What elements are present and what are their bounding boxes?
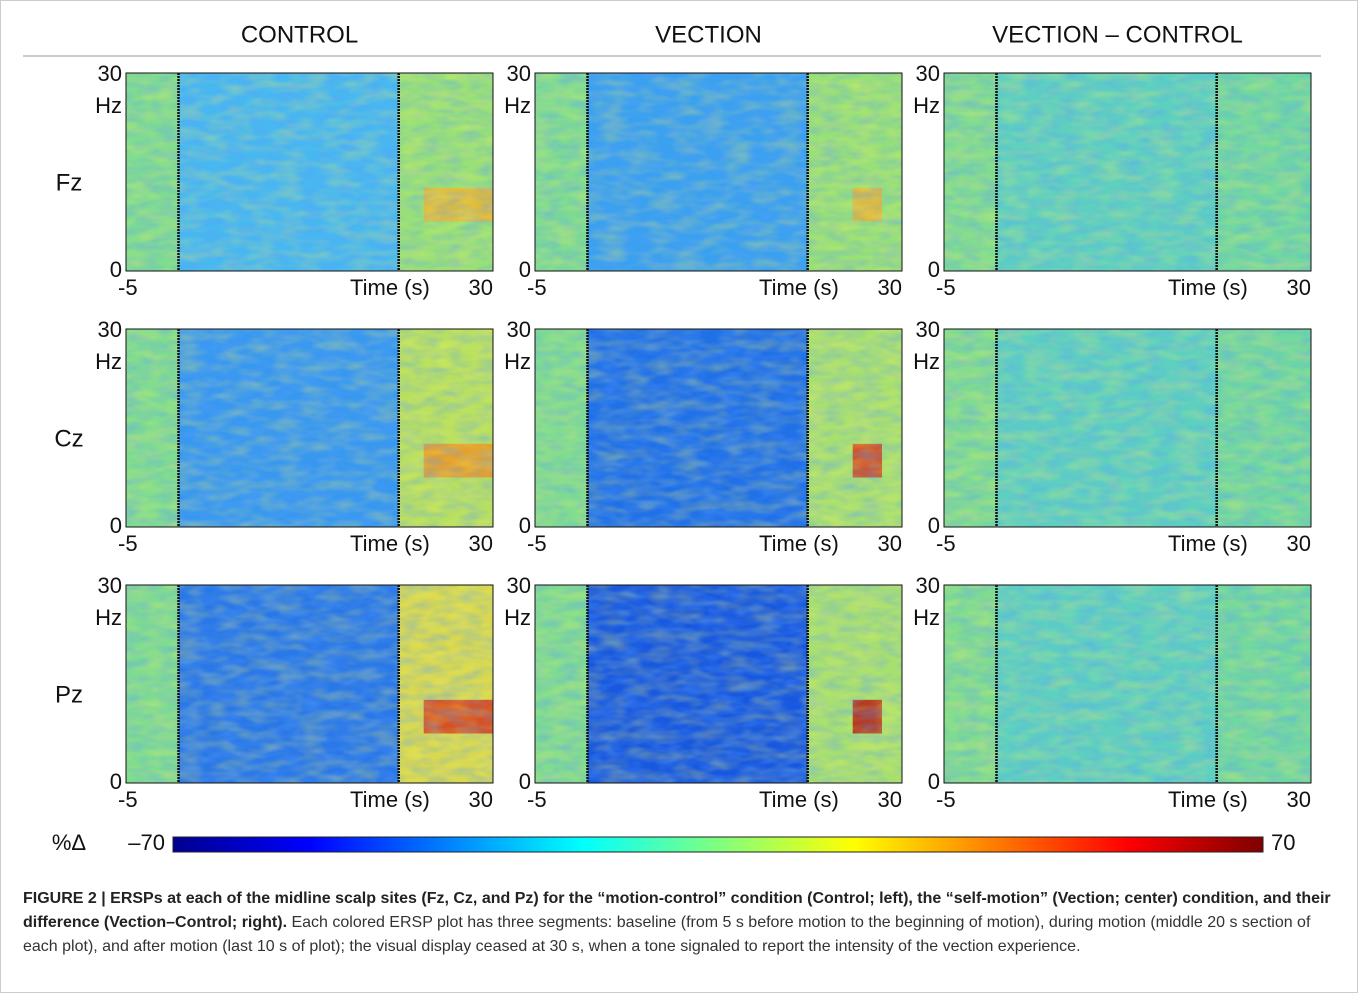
noise-texture [535, 73, 902, 271]
y-tick-label: 30 [916, 61, 940, 86]
column-title: VECTION – CONTROL [992, 21, 1243, 48]
x-tick-label: -5 [118, 787, 138, 812]
x-tick-label: 30 [469, 275, 493, 300]
colorbar-min: –70 [128, 830, 165, 855]
x-tick-label: -5 [527, 531, 547, 556]
caption: FIGURE 2 | ERSPs at each of the midline … [23, 887, 1335, 959]
y-unit: Hz [913, 349, 940, 374]
colorbar-label: %Δ [52, 830, 87, 855]
noise-texture [126, 329, 493, 527]
y-unit: Hz [95, 605, 122, 630]
row-label: Pz [55, 681, 83, 708]
x-axis-label: Time (s) [350, 531, 430, 556]
y-unit: Hz [504, 349, 531, 374]
noise-texture [944, 585, 1311, 783]
y-tick-label: 30 [98, 61, 122, 86]
x-tick-label: -5 [936, 275, 956, 300]
row-label: Cz [54, 425, 83, 452]
x-tick-label: -5 [936, 531, 956, 556]
y-tick-label: 30 [507, 61, 531, 86]
x-tick-label: 30 [878, 787, 902, 812]
noise-texture [126, 585, 493, 783]
x-tick-label: -5 [527, 787, 547, 812]
column-title: VECTION [655, 21, 762, 48]
figure-frame: %Δ –70 70 CONTROL30Hz0-5Time (s)30Fz30Hz… [0, 0, 1358, 993]
y-unit: Hz [504, 605, 531, 630]
y-unit: Hz [95, 349, 122, 374]
y-tick-label: 30 [916, 317, 940, 342]
x-tick-label: -5 [118, 275, 138, 300]
y-unit: Hz [913, 93, 940, 118]
y-unit: Hz [913, 605, 940, 630]
y-tick-label: 30 [507, 317, 531, 342]
x-tick-label: -5 [936, 787, 956, 812]
y-tick-label: 30 [507, 573, 531, 598]
y-tick-label: 30 [916, 573, 940, 598]
x-axis-label: Time (s) [350, 787, 430, 812]
x-tick-label: 30 [878, 531, 902, 556]
x-tick-label: 30 [1287, 531, 1311, 556]
y-unit: Hz [504, 93, 531, 118]
x-axis-label: Time (s) [1168, 531, 1248, 556]
x-axis-label: Time (s) [759, 275, 839, 300]
row-label: Fz [56, 169, 83, 196]
noise-texture [944, 73, 1311, 271]
column-title: CONTROL [241, 21, 358, 48]
x-axis-label: Time (s) [759, 531, 839, 556]
noise-texture [535, 585, 902, 783]
x-axis-label: Time (s) [759, 787, 839, 812]
x-axis-label: Time (s) [1168, 787, 1248, 812]
x-axis-label: Time (s) [350, 275, 430, 300]
y-unit: Hz [95, 93, 122, 118]
x-tick-label: 30 [1287, 275, 1311, 300]
noise-texture [126, 73, 493, 271]
x-axis-label: Time (s) [1168, 275, 1248, 300]
y-tick-label: 30 [98, 573, 122, 598]
x-tick-label: 30 [469, 787, 493, 812]
x-tick-label: 30 [878, 275, 902, 300]
x-tick-label: -5 [527, 275, 547, 300]
x-tick-label: -5 [118, 531, 138, 556]
noise-texture [535, 329, 902, 527]
colorbar [173, 837, 1263, 852]
x-tick-label: 30 [1287, 787, 1311, 812]
noise-texture [944, 329, 1311, 527]
y-tick-label: 30 [98, 317, 122, 342]
colorbar-max: 70 [1271, 830, 1295, 855]
x-tick-label: 30 [469, 531, 493, 556]
